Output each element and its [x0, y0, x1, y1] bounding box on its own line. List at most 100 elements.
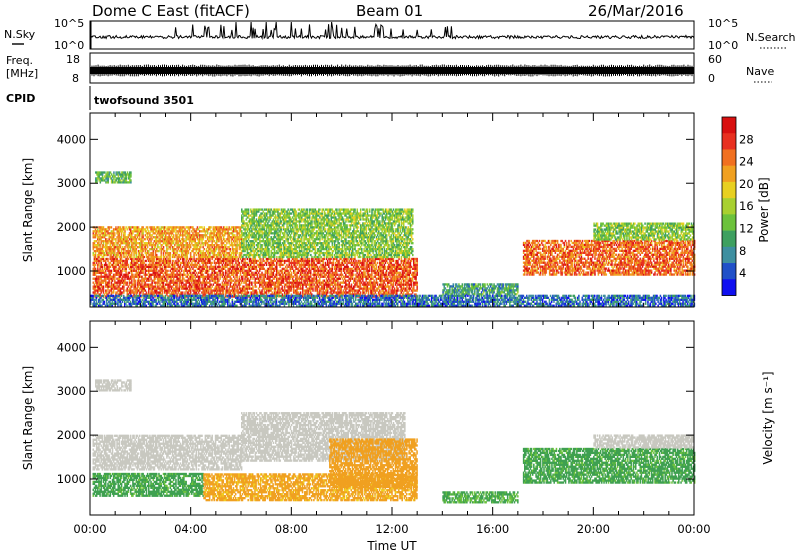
- power-cell: [279, 277, 281, 280]
- power-cell: [369, 285, 372, 288]
- power-cell: [104, 228, 107, 231]
- power-cell: [110, 238, 113, 241]
- power-cell: [157, 277, 159, 280]
- power-cell: [406, 283, 408, 286]
- power-cell: [374, 273, 377, 276]
- power-cell: [287, 265, 289, 269]
- power-cell: [380, 275, 382, 278]
- power-cell: [246, 273, 249, 276]
- power-cell: [372, 277, 374, 280]
- power-cell: [414, 271, 416, 274]
- power-cell: [294, 285, 296, 288]
- power-cell: [159, 238, 161, 241]
- power-cell: [391, 271, 394, 274]
- power-cell: [342, 267, 345, 270]
- power-cell: [237, 259, 240, 263]
- power-cell: [165, 240, 167, 243]
- power-cell: [242, 291, 244, 294]
- power-cell: [119, 271, 122, 274]
- power-cell: [328, 265, 330, 269]
- power-cell: [93, 244, 96, 247]
- power-cell: [354, 261, 356, 265]
- power-cell: [307, 279, 310, 282]
- power-cell: [396, 285, 398, 288]
- power-cell: [262, 285, 264, 288]
- power-cell: [169, 247, 172, 251]
- power-cell: [239, 269, 242, 272]
- power-cell: [99, 228, 101, 231]
- power-cell: [102, 244, 105, 247]
- power-cell: [144, 249, 147, 253]
- power-cell: [408, 269, 411, 272]
- power-cell: [382, 293, 384, 296]
- power-cell: [141, 279, 143, 282]
- power-cell: [409, 265, 412, 269]
- power-cell: [253, 293, 255, 296]
- power-cell: [235, 269, 237, 272]
- power-cell: [128, 283, 131, 286]
- power-cell: [125, 263, 127, 267]
- power-cell: [346, 271, 348, 274]
- power-cell: [325, 263, 328, 267]
- power-cell: [136, 275, 139, 278]
- power-cell: [322, 271, 324, 274]
- power-cell: [258, 275, 261, 278]
- power-cell: [266, 287, 269, 290]
- power-cell: [150, 236, 152, 239]
- power-cell: [136, 236, 139, 239]
- power-cell: [168, 234, 170, 237]
- power-cell: [226, 263, 228, 267]
- power-cell: [391, 265, 394, 269]
- power-cell: [298, 265, 301, 269]
- power-cell: [244, 289, 246, 292]
- power-cell: [161, 275, 164, 278]
- power-cell: [382, 291, 384, 294]
- power-cell: [107, 277, 109, 280]
- power-cell: [394, 269, 397, 272]
- power-cell: [382, 279, 384, 282]
- power-cell: [391, 257, 394, 261]
- power-cell: [251, 287, 253, 290]
- power-cell: [381, 293, 383, 296]
- power-cell: [409, 259, 412, 263]
- power-cell: [215, 267, 218, 270]
- power-cell: [108, 267, 110, 270]
- power-cell: [109, 251, 112, 255]
- power-cell: [114, 275, 116, 278]
- power-cell: [149, 287, 151, 290]
- power-cell: [149, 283, 151, 286]
- power-cell: [144, 281, 147, 284]
- power-cell: [121, 269, 124, 272]
- power-cell: [367, 281, 370, 284]
- power-cell: [163, 261, 166, 265]
- power-cell: [106, 242, 108, 245]
- power-cell: [135, 271, 138, 274]
- power-cell: [97, 285, 99, 288]
- power-cell: [339, 283, 341, 286]
- power-cell: [367, 275, 370, 278]
- power-cell: [269, 279, 271, 282]
- power-cell: [98, 232, 100, 235]
- power-cell: [307, 289, 310, 292]
- power-cell: [120, 253, 123, 257]
- power-cell: [119, 281, 122, 284]
- power-cell: [153, 244, 156, 247]
- power-cell: [169, 283, 172, 286]
- power-cell: [322, 285, 324, 288]
- power-cell: [181, 285, 184, 288]
- power-cell: [257, 259, 260, 263]
- power-cell: [149, 253, 151, 257]
- power-cell: [316, 267, 319, 270]
- power-cell: [246, 283, 249, 286]
- power-cell: [398, 279, 400, 282]
- power-cell: [364, 259, 366, 263]
- power-cell: [408, 263, 411, 267]
- power-cell: [289, 265, 292, 269]
- power-cell: [391, 269, 394, 272]
- power-cell: [202, 279, 204, 282]
- power-cell: [102, 253, 105, 257]
- power-cell: [179, 273, 182, 276]
- power-cell: [375, 287, 378, 290]
- power-cell: [144, 244, 147, 247]
- power-cell: [296, 263, 298, 267]
